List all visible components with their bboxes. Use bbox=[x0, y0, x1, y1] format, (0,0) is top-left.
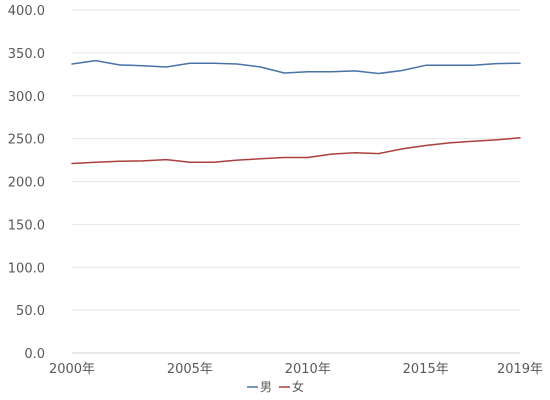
x-tick-label: 2005年 bbox=[167, 362, 213, 377]
y-tick-label: 200.0 bbox=[8, 176, 45, 191]
y-tick-label: 150.0 bbox=[8, 218, 45, 233]
x-tick-label: 2019年 bbox=[497, 362, 543, 377]
legend-label: 男 bbox=[260, 380, 272, 394]
y-tick-label: 0.0 bbox=[24, 347, 45, 362]
x-tick-label: 2000年 bbox=[49, 362, 95, 377]
legend-label: 女 bbox=[292, 379, 304, 394]
x-tick-label: 2015年 bbox=[403, 362, 449, 377]
series-line-female bbox=[71, 137, 521, 165]
series-lines bbox=[71, 59, 521, 165]
y-axis-ticks: 0.0 50.0 100.0 150.0 200.0 250.0 300.0 350.0 400… bbox=[8, 4, 45, 362]
y-tick-label: 100.0 bbox=[8, 261, 45, 276]
gridlines bbox=[72, 9, 520, 354]
x-axis-ticks: 2000年 2005年 2010年 2015年 2019年 bbox=[49, 362, 543, 377]
series-line-male bbox=[71, 59, 521, 75]
y-tick-label: 350.0 bbox=[8, 47, 45, 62]
y-tick-label: 400.0 bbox=[8, 4, 45, 19]
y-tick-label: 250.0 bbox=[8, 133, 45, 148]
x-tick-label: 2010年 bbox=[285, 362, 331, 377]
y-tick-label: 300.0 bbox=[8, 90, 45, 105]
y-tick-label: 50.0 bbox=[16, 304, 45, 319]
legend: 男女 bbox=[247, 379, 304, 394]
